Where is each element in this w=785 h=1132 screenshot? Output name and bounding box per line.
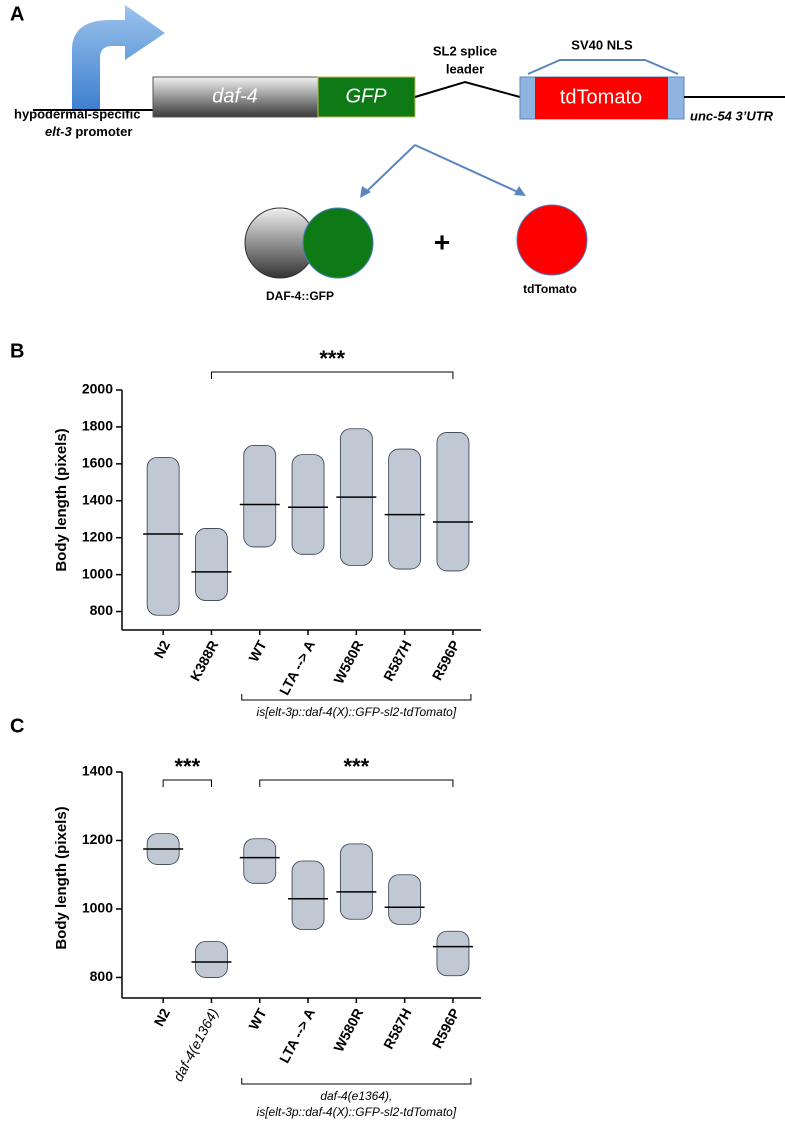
group-label: daf-4(e1364), <box>320 1089 392 1103</box>
reporter-core <box>535 77 668 119</box>
point-cloud <box>243 838 277 884</box>
x-tick-label: W580R <box>330 1006 366 1055</box>
gene-label: daf-4 <box>212 85 258 107</box>
x-tick-label: N2 <box>151 1005 174 1029</box>
significance-bracket <box>162 779 212 787</box>
gfp-product <box>302 207 374 279</box>
significance-bracket <box>210 371 454 379</box>
x-tick-label: WT <box>245 1005 270 1032</box>
x-tick-label: W580R <box>330 638 366 687</box>
y-axis-title: Body length (pixels) <box>53 806 70 949</box>
splice-line <box>414 80 521 98</box>
point-cloud <box>436 930 470 977</box>
significance-label: *** <box>319 346 345 371</box>
point-cloud <box>146 456 180 616</box>
y-tick-label: 1400 <box>82 491 113 507</box>
y-tick-label: 800 <box>90 968 114 984</box>
utr-label: unc-54 3’UTR <box>690 108 774 123</box>
splice-label: leader <box>446 61 484 76</box>
point-cloud <box>291 454 325 555</box>
point-cloud <box>339 843 373 920</box>
y-tick-label: 1000 <box>82 900 113 916</box>
x-tick-label: WT <box>245 637 270 664</box>
y-tick-label: 2000 <box>82 381 113 397</box>
point-cloud <box>291 860 325 930</box>
nls-bracket <box>527 59 679 75</box>
x-tick-label: R596P <box>429 1006 463 1051</box>
x-tick-label: R587H <box>380 638 415 684</box>
x-tick-label: K388R <box>187 638 222 684</box>
x-tick-label: daf-4(e1364) <box>170 1006 222 1084</box>
promoter-word: promoter <box>72 124 133 139</box>
arrow-head <box>514 186 526 196</box>
group-bracket <box>241 1078 472 1085</box>
point-cloud <box>195 941 228 978</box>
x-tick-label: LTA --> A <box>276 1006 318 1066</box>
promoter-name: elt-3 <box>45 124 73 139</box>
gfp-box <box>317 76 416 118</box>
point-cloud <box>388 448 422 570</box>
y-tick-label: 1000 <box>82 565 113 581</box>
tag-label: GFP <box>345 85 387 107</box>
point-cloud <box>388 874 422 925</box>
significance-label: *** <box>174 754 200 779</box>
significance-bracket <box>259 779 454 787</box>
promoter-arrow <box>72 5 165 110</box>
splice-label: SL2 splice <box>433 43 497 58</box>
x-tick-label: LTA --> A <box>276 638 318 698</box>
y-tick-label: 1200 <box>82 528 113 544</box>
y-tick-label: 800 <box>90 602 114 618</box>
promoter-label: hypodermal-specific <box>14 106 140 121</box>
panel-label: B <box>10 340 24 362</box>
y-axis-title: Body length (pixels) <box>53 428 70 571</box>
point-cloud <box>243 444 277 548</box>
panel-label: A <box>10 3 24 25</box>
y-tick-label: 1600 <box>82 455 113 471</box>
plus: + <box>434 226 450 257</box>
point-cloud <box>436 432 470 572</box>
panel-label: C <box>10 715 24 737</box>
arrow <box>414 144 521 194</box>
y-tick-label: 1400 <box>82 763 113 779</box>
point-cloud <box>195 528 228 601</box>
x-tick-label: N2 <box>151 637 174 661</box>
nls-label: SV40 NLS <box>571 37 633 52</box>
product-label: DAF-4::GFP <box>266 289 334 303</box>
x-tick-label: R587H <box>380 1006 415 1052</box>
reporter-product <box>516 204 588 276</box>
promoter-label: elt-3 promoter <box>45 124 132 139</box>
product-label: tdTomato <box>523 282 577 296</box>
group-label: is[elt-3p::daf-4(X)::GFP-sl2-tdTomato] <box>257 1105 457 1119</box>
arrow <box>364 144 416 194</box>
group-label: is[elt-3p::daf-4(X)::GFP-sl2-tdTomato] <box>257 705 457 719</box>
x-tick-label: R596P <box>429 638 463 683</box>
reporter-label: tdTomato <box>560 86 642 108</box>
significance-label: *** <box>344 754 370 779</box>
group-bracket <box>241 694 472 701</box>
y-tick-label: 1800 <box>82 418 113 434</box>
y-tick-label: 1200 <box>82 831 113 847</box>
arrow-head <box>360 186 371 198</box>
